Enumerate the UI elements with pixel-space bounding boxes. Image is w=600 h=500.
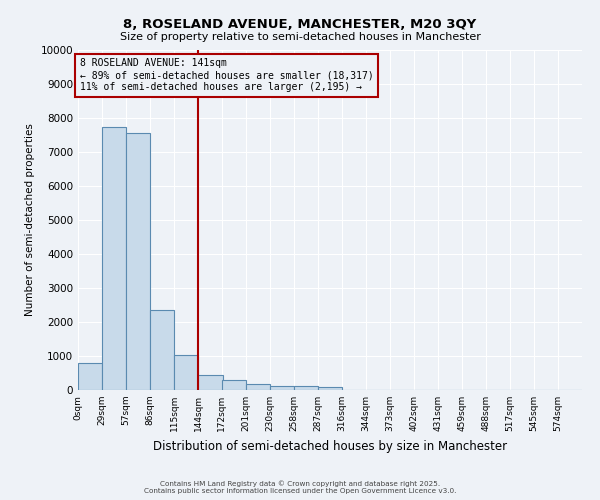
Bar [78, 363, 102, 390]
Bar [199, 374, 223, 390]
Bar [318, 388, 342, 390]
Text: 8 ROSELAND AVENUE: 141sqm
← 89% of semi-detached houses are smaller (18,317)
11%: 8 ROSELAND AVENUE: 141sqm ← 89% of semi-… [80, 58, 373, 92]
Bar [270, 386, 295, 390]
X-axis label: Distribution of semi-detached houses by size in Manchester: Distribution of semi-detached houses by … [153, 440, 507, 452]
Text: 8, ROSELAND AVENUE, MANCHESTER, M20 3QY: 8, ROSELAND AVENUE, MANCHESTER, M20 3QY [124, 18, 476, 30]
Bar [246, 384, 270, 390]
Bar [174, 356, 199, 390]
Bar [125, 134, 150, 390]
Bar [293, 386, 318, 390]
Bar [150, 310, 174, 390]
Bar [102, 126, 127, 390]
Bar [222, 380, 246, 390]
Text: Size of property relative to semi-detached houses in Manchester: Size of property relative to semi-detach… [119, 32, 481, 42]
Y-axis label: Number of semi-detached properties: Number of semi-detached properties [25, 124, 35, 316]
Text: Contains HM Land Registry data © Crown copyright and database right 2025.
Contai: Contains HM Land Registry data © Crown c… [144, 480, 456, 494]
